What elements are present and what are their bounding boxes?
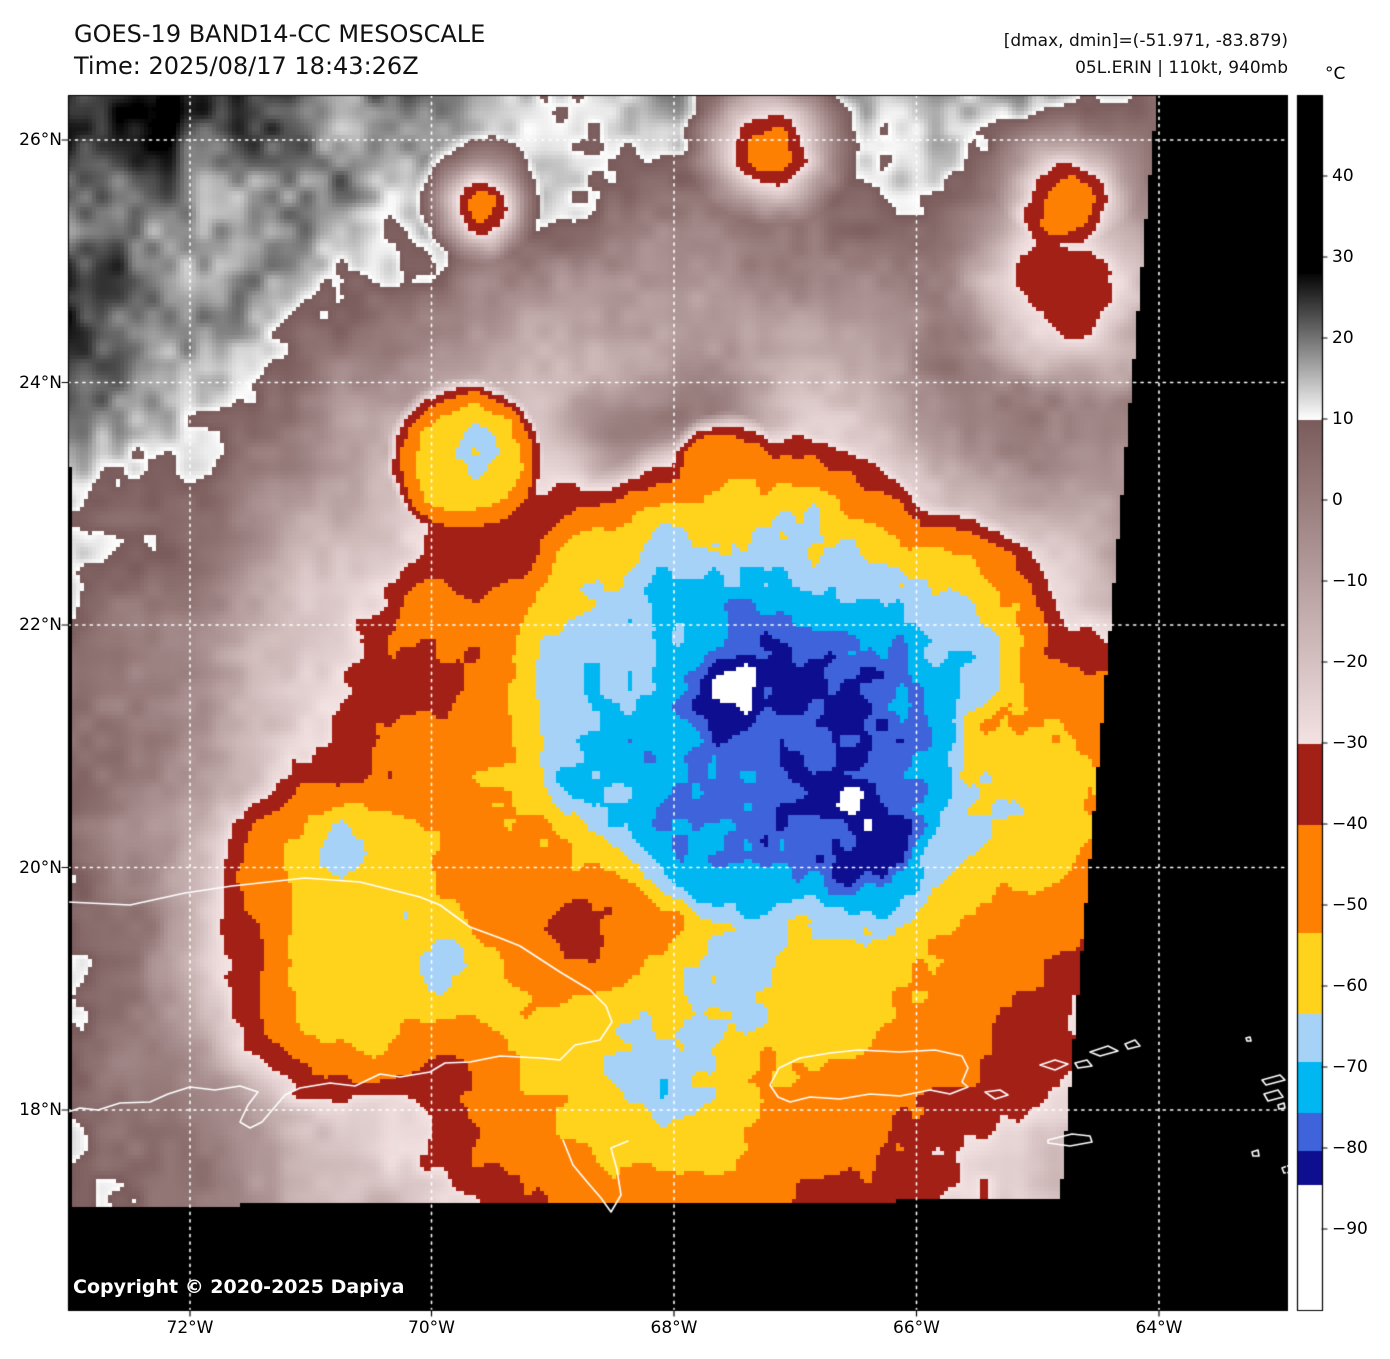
timestamp-subtitle: Time: 2025/08/17 18:43:26Z xyxy=(74,52,419,80)
colorbar-tick-label-6: −20 xyxy=(1332,652,1368,672)
colorbar-tick-label-10: −60 xyxy=(1332,976,1368,996)
colorbar-tick-label-5: −10 xyxy=(1332,571,1368,591)
lon-tick-label-2: 68°W xyxy=(650,1318,698,1338)
colorbar-tick-label-2: 20 xyxy=(1332,328,1354,348)
colorbar-units-label: °C xyxy=(1325,64,1346,84)
colorbar-tick-label-9: −50 xyxy=(1332,895,1368,915)
lon-tick-label-4: 64°W xyxy=(1135,1318,1183,1338)
lat-tick-label-0: 26°N xyxy=(19,130,62,150)
lat-tick-label-3: 20°N xyxy=(19,857,62,878)
lon-tick-label-3: 66°W xyxy=(893,1318,940,1338)
colorbar-tick-label-13: −90 xyxy=(1332,1219,1368,1239)
colorbar-tick-label-1: 30 xyxy=(1332,247,1354,267)
page-title: GOES-19 BAND14-CC MESOSCALE xyxy=(74,20,486,48)
colorbar-tick-label-0: 40 xyxy=(1332,166,1354,186)
lon-tick-label-0: 72°W xyxy=(166,1318,214,1338)
colorbar-tick-label-11: −70 xyxy=(1332,1057,1368,1077)
colorbar-tick-label-3: 10 xyxy=(1332,409,1354,429)
storm-info-annotation: 05L.ERIN | 110kt, 940mb xyxy=(1075,58,1288,78)
lat-tick-label-2: 22°N xyxy=(19,615,62,635)
colorbar-tick-label-12: −80 xyxy=(1332,1138,1368,1158)
colorbar-tick-label-4: 0 xyxy=(1332,490,1343,510)
lon-tick-label-1: 70°W xyxy=(408,1318,455,1338)
copyright-watermark: Copyright © 2020-2025 Dapiya xyxy=(73,1276,405,1298)
lat-tick-label-1: 24°N xyxy=(19,372,62,393)
colorbar-tick-label-7: −30 xyxy=(1332,733,1368,753)
lat-tick-label-4: 18°N xyxy=(19,1100,62,1120)
colorbar-tick-label-8: −40 xyxy=(1332,814,1368,834)
dmax-dmin-annotation: [dmax, dmin]=(-51.971, -83.879) xyxy=(1003,31,1288,51)
